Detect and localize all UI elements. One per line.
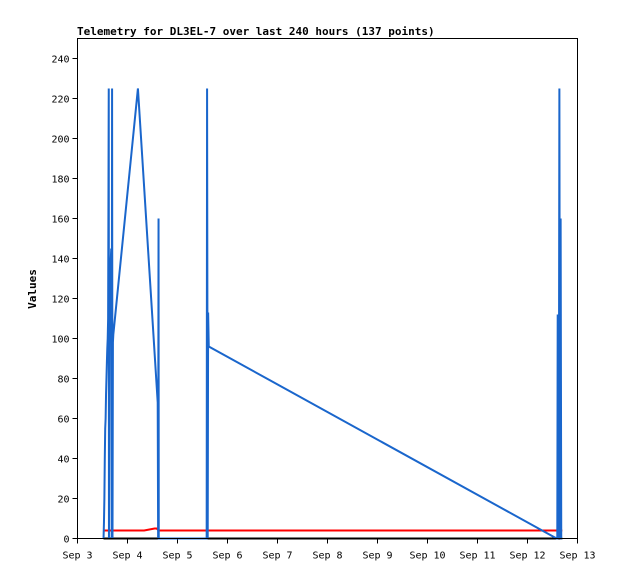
x-tick-label: Sep 11 bbox=[459, 551, 495, 562]
series-line-2 bbox=[103, 527, 563, 532]
chart-title: Telemetry for DL3EL-7 over last 240 hour… bbox=[77, 25, 435, 38]
x-tick-label: Sep 13 bbox=[559, 551, 595, 562]
x-tick-label: Sep 9 bbox=[362, 551, 392, 562]
x-tick-label: Sep 3 bbox=[62, 551, 92, 562]
y-tick-label: 120 bbox=[51, 295, 69, 306]
y-tick-label: 160 bbox=[51, 215, 69, 226]
y-tick-label: 220 bbox=[51, 95, 69, 106]
y-tick-label: 40 bbox=[57, 455, 69, 466]
y-tick-label: 180 bbox=[51, 175, 69, 186]
y-tick-label: 20 bbox=[57, 495, 69, 506]
y-tick-label: 240 bbox=[51, 55, 69, 66]
plot-frame bbox=[77, 38, 578, 539]
y-tick-label: 60 bbox=[57, 415, 69, 426]
x-tick-label: Sep 10 bbox=[409, 551, 445, 562]
y-tick-label: 200 bbox=[51, 135, 69, 146]
y-tick-label: 80 bbox=[57, 375, 69, 386]
y-tick-label: 100 bbox=[51, 335, 69, 346]
x-tick-label: Sep 8 bbox=[312, 551, 342, 562]
x-tick-label: Sep 4 bbox=[112, 551, 142, 562]
y-axis: 0 20 40 60 80 100 120 140 160 180 200 220 240 bbox=[51, 55, 78, 546]
x-tick-label: Sep 12 bbox=[509, 551, 545, 562]
x-tick-label: Sep 7 bbox=[262, 551, 292, 562]
x-tick-label: Sep 5 bbox=[162, 551, 192, 562]
y-tick-label: 0 bbox=[63, 535, 69, 546]
x-tick-label: Sep 6 bbox=[212, 551, 242, 562]
y-axis-label: Values bbox=[26, 269, 39, 309]
y-tick-label: 140 bbox=[51, 255, 69, 266]
